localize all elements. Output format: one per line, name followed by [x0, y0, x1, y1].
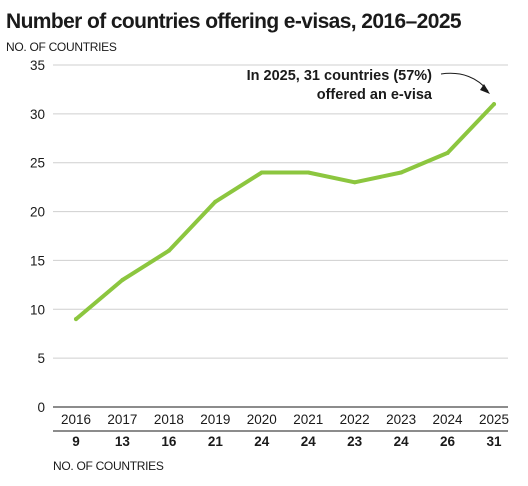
annotation-arrow	[440, 72, 489, 92]
chart-title: Number of countries offering e-visas, 20…	[6, 10, 462, 33]
annotation: In 2025, 31 countries (57%) offered an e…	[247, 68, 490, 103]
value-label-2022: 23	[347, 434, 363, 449]
annotation-line-1: In 2025, 31 countries (57%)	[247, 68, 433, 84]
x-tick-labels: 2016 2017 2018 2019 2020 2021 2022 2023 2024 2025	[61, 412, 509, 427]
value-label-2019: 21	[208, 434, 224, 449]
point-2021	[306, 170, 311, 175]
y-tick-30: 30	[30, 107, 45, 122]
value-label-2016: 9	[72, 434, 80, 449]
y-tick-20: 20	[30, 205, 45, 220]
value-row: 9 13 16 21 24 24 23 24 26 31	[72, 434, 502, 449]
y-tick-0: 0	[37, 400, 45, 415]
y-tick-5: 5	[37, 351, 45, 366]
point-2016	[74, 317, 78, 322]
value-label-2020: 24	[254, 434, 270, 449]
value-row-label: NO. OF COUNTRIES	[53, 459, 164, 473]
x-tick-2024: 2024	[433, 412, 464, 427]
series-line	[74, 102, 496, 322]
x-tick-2016: 2016	[61, 412, 91, 427]
point-2025	[492, 102, 496, 107]
value-label-2024: 26	[440, 434, 456, 449]
value-label-2021: 24	[301, 434, 317, 449]
point-2019	[213, 199, 218, 204]
y-tick-25: 25	[30, 156, 45, 171]
point-2022	[352, 180, 357, 185]
point-2017	[120, 277, 125, 282]
value-label-2025: 31	[486, 434, 502, 449]
x-tick-2022: 2022	[340, 412, 370, 427]
point-2020	[259, 170, 264, 175]
y-tick-10: 10	[30, 302, 45, 317]
y-tick-labels: 0 5 10 15 20 25 30 35	[30, 58, 45, 415]
annotation-arrowhead	[480, 84, 490, 94]
y-tick-35: 35	[30, 58, 45, 73]
value-label-2023: 24	[394, 434, 410, 449]
gridlines	[53, 64, 508, 408]
point-2018	[166, 248, 171, 253]
x-tick-2025: 2025	[479, 412, 509, 427]
x-tick-2019: 2019	[200, 412, 230, 427]
value-label-2018: 16	[161, 434, 177, 449]
x-tick-2018: 2018	[154, 412, 184, 427]
x-tick-2021: 2021	[293, 412, 323, 427]
y-axis-label: NO. OF COUNTRIES	[6, 40, 117, 54]
x-tick-2017: 2017	[107, 412, 137, 427]
point-2023	[399, 170, 404, 175]
y-tick-15: 15	[30, 253, 45, 268]
value-label-2017: 13	[115, 434, 131, 449]
point-2024	[445, 150, 450, 155]
annotation-line-2: offered an e-visa	[317, 87, 433, 103]
series	[74, 102, 496, 322]
x-tick-2023: 2023	[386, 412, 416, 427]
x-tick-2020: 2020	[247, 412, 277, 427]
